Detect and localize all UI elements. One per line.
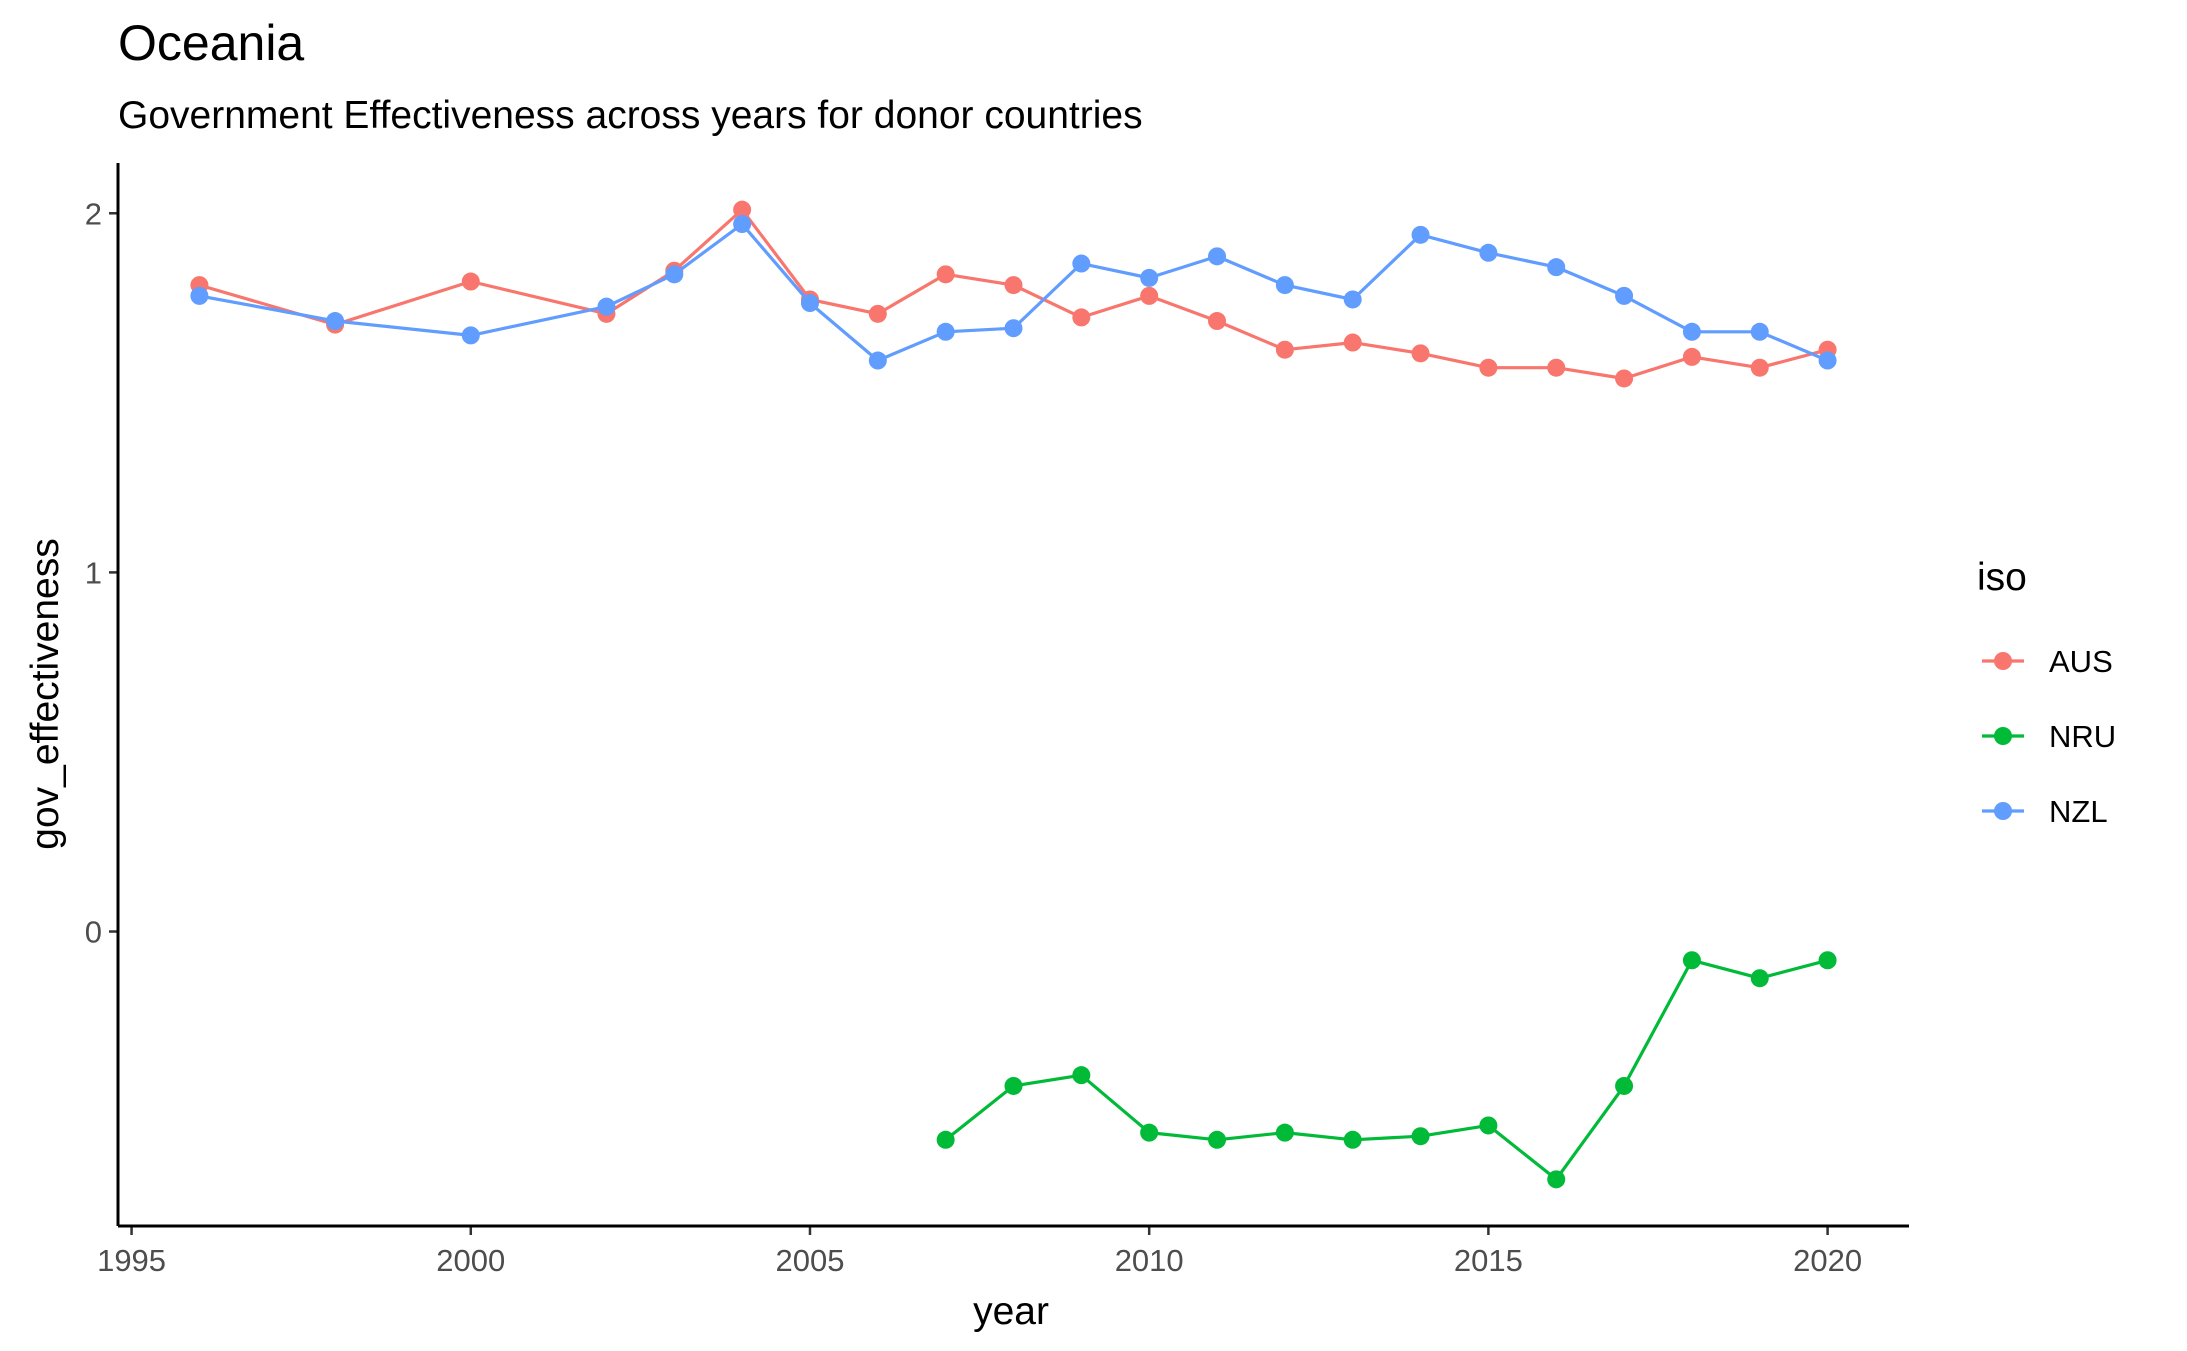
series-line-aus [198,208,1829,381]
data-point-aus [1208,312,1227,331]
data-point-nzl [1411,225,1430,244]
data-point-aus [1004,276,1023,295]
y-axis-title: gov_effectiveness [24,538,67,850]
data-point-nru [1682,951,1701,970]
legend-items: AUS NRU NZL [1982,644,2116,829]
legend: iso AUS NRU NZL [1977,556,2116,829]
data-point-nru [1208,1130,1227,1149]
legend-title: iso [1977,556,2027,599]
data-point-nru [1140,1123,1159,1142]
data-point-nru [1004,1076,1023,1095]
legend-item-nzl: NZL [1982,794,2108,829]
data-point-nzl [1140,268,1159,287]
legend-key-point [1994,802,2012,820]
chart-subtitle: Government Effectiveness across years fo… [118,94,1143,137]
data-point-nzl [1343,290,1362,309]
series-nru [936,951,1837,1189]
data-point-nru [1615,1076,1634,1095]
x-axis-ticks: 1995 2000 2005 2010 2015 2020 [97,1226,1862,1278]
legend-key-point [1994,727,2012,745]
legend-item-aus: AUS [1982,644,2113,679]
data-point-aus [733,200,752,219]
data-point-nzl [936,322,955,341]
data-point-aus [1411,344,1430,363]
series-line-nru [944,958,1829,1181]
x-tick-label: 2010 [1115,1243,1184,1278]
data-point-nzl [1750,322,1769,341]
data-point-nzl [461,326,480,345]
x-tick-label: 2020 [1793,1243,1862,1278]
data-point-nzl [326,312,345,331]
data-point-nru [936,1130,955,1149]
data-point-nru [1343,1130,1362,1149]
data-point-aus [936,265,955,284]
data-point-nru [1818,951,1837,970]
data-point-nzl [1818,351,1837,370]
data-point-aus [1275,340,1294,359]
data-point-nzl [1479,243,1498,262]
legend-label: AUS [2049,644,2113,679]
data-point-nzl [190,286,209,305]
y-tick-label: 2 [85,196,102,231]
data-point-nzl [1072,254,1091,273]
data-point-aus [1140,286,1159,305]
legend-item-nru: NRU [1982,719,2116,754]
x-axis-title: year [973,1290,1049,1333]
legend-label: NZL [2049,794,2108,829]
data-point-aus [461,272,480,291]
x-tick-label: 1995 [97,1243,166,1278]
data-point-nzl [800,294,819,313]
data-point-nru [1072,1066,1091,1085]
data-point-nru [1750,969,1769,988]
data-point-nzl [733,215,752,234]
y-tick-label: 1 [85,555,102,590]
data-point-aus [1343,333,1362,352]
data-point-aus [868,304,887,323]
data-point-nru [1411,1127,1430,1146]
data-point-nzl [1615,286,1634,305]
series-line-nzl [199,222,1829,363]
data-point-nzl [1682,322,1701,341]
legend-label: NRU [2049,719,2116,754]
data-point-nzl [1547,258,1566,277]
y-axis-ticks: 0 1 2 [85,196,118,950]
data-point-nru [1275,1123,1294,1142]
y-tick-label: 0 [85,915,102,950]
data-point-aus [1072,308,1091,327]
data-point-nzl [1208,247,1227,266]
legend-key-point [1994,652,2012,670]
series-layer [190,200,1837,1189]
data-point-nzl [665,265,684,284]
x-tick-label: 2015 [1454,1243,1523,1278]
series-nzl [190,215,1837,370]
data-point-aus [1547,358,1566,377]
chart-title: Oceania [118,15,304,71]
data-point-aus [1615,369,1634,388]
data-point-nzl [597,297,616,316]
data-point-nru [1479,1116,1498,1135]
data-point-nzl [1275,276,1294,295]
data-point-nzl [1004,319,1023,338]
data-point-aus [1682,347,1701,366]
x-tick-label: 2005 [775,1243,844,1278]
data-point-aus [1750,358,1769,377]
data-point-nru [1547,1170,1566,1189]
data-point-nzl [868,351,887,370]
data-point-aus [1479,358,1498,377]
x-tick-label: 2000 [436,1243,505,1278]
